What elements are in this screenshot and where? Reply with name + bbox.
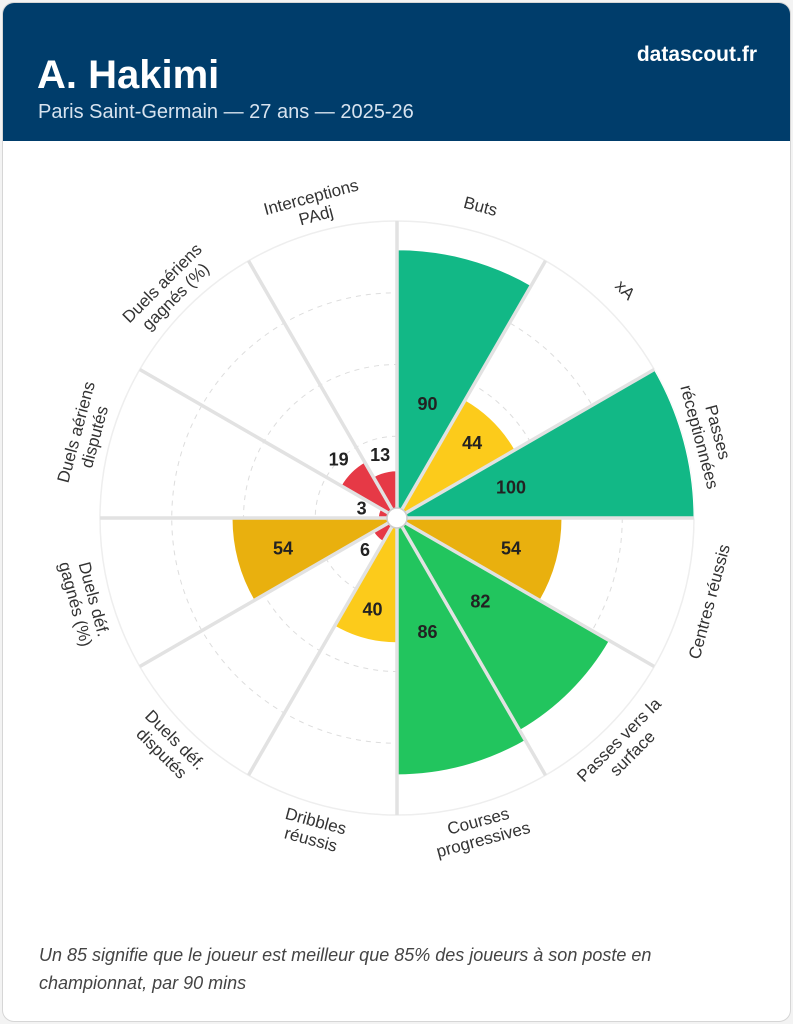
value-label: 6 [360,540,370,560]
sector-divider [400,259,548,511]
value-label: 54 [273,539,293,559]
header-banner: A. Hakimi Paris Saint-Germain — 27 ans —… [3,3,790,141]
sector-divider [400,525,548,777]
value-label: 82 [470,591,490,611]
value-label: 13 [370,445,390,465]
value-label: 90 [418,394,438,414]
brand-logo-text: datascout.fr [636,43,757,66]
center-hub [386,507,408,529]
value-label: 19 [329,450,349,470]
category-label: Dribblesréussis [278,804,348,857]
sector-divider [404,521,656,669]
value-label: 44 [462,433,482,453]
value-label: 54 [501,539,521,559]
value-label: 86 [418,622,438,642]
value-label: 3 [357,499,367,519]
value-label: 40 [362,600,382,620]
value-label: 100 [496,477,526,497]
category-label: Centres réussis [685,542,734,661]
category-label: Buts [462,193,500,220]
category-label: xA [611,276,639,304]
sector-divider [246,259,394,511]
player-name: A. Hakimi [37,53,220,97]
sector-divider [404,367,656,515]
sector-divider [246,525,394,777]
sector-divider [138,367,390,515]
sector-divider [138,521,390,669]
player-subtitle: Paris Saint-Germain — 27 ans — 2025-26 [38,101,414,123]
footnote: Un 85 signifie que le joueur est meilleu… [39,945,652,993]
